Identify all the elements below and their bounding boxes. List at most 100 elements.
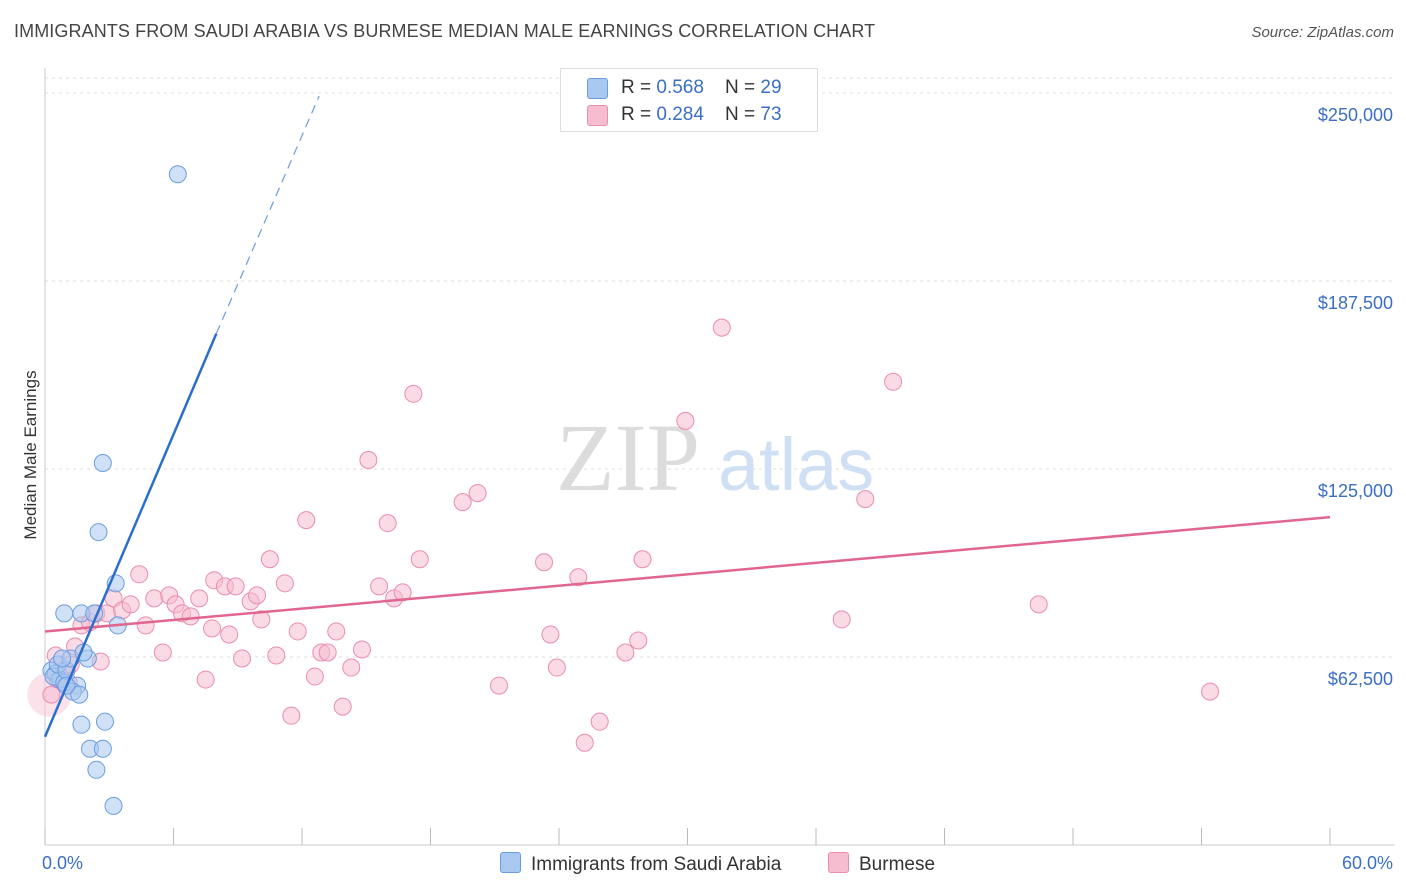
burmese-point <box>547 658 566 677</box>
r-label: R = <box>621 77 657 98</box>
burmese-point <box>136 616 155 635</box>
burmese-point <box>220 625 239 644</box>
burmese-point <box>333 697 352 716</box>
y-tick-label: $62,500 <box>1328 669 1393 689</box>
burmese-swatch <box>587 105 608 126</box>
burmese-point <box>453 493 472 512</box>
burmese-point <box>252 610 271 629</box>
saudi-arabia-point <box>70 685 89 704</box>
burmese-point <box>370 577 389 596</box>
burmese-point <box>233 649 252 668</box>
axes <box>44 68 1395 846</box>
burmese-point <box>226 577 245 596</box>
burmese-point <box>248 586 267 605</box>
burmese-point <box>42 685 61 704</box>
burmese-swatch <box>828 852 849 873</box>
burmese-point <box>181 607 200 626</box>
legend-label: Immigrants from Saudi Arabia <box>531 854 782 875</box>
burmese-point <box>153 643 172 662</box>
burmese-point <box>1029 595 1048 614</box>
y-tick-labels: $62,500 $125,000 $187,500 $250,000 <box>1318 105 1393 689</box>
x-tick-label-min: 0.0% <box>42 853 83 873</box>
saudi-arabia-trend-extension <box>215 95 320 334</box>
burmese-point <box>297 511 316 530</box>
source-label: Source: ZipAtlas.com <box>1251 24 1394 41</box>
saudi-arabia-point <box>72 715 91 734</box>
burmese-point <box>616 643 635 662</box>
burmese-point <box>267 646 286 665</box>
y-tick-label: $250,000 <box>1318 105 1393 125</box>
burmese-point <box>282 706 301 725</box>
burmese-point <box>190 589 209 608</box>
burmese-point <box>260 550 279 569</box>
burmese-point <box>490 676 509 695</box>
burmese-point <box>288 622 307 641</box>
n-value: 73 <box>760 104 782 125</box>
y-tick-label: $187,500 <box>1318 293 1393 313</box>
n-label: N = <box>725 104 761 125</box>
saudi-arabia-point <box>168 165 187 184</box>
burmese-point <box>203 619 222 638</box>
saudi-arabia-point <box>53 649 72 668</box>
saudi-arabia-swatch <box>587 78 608 99</box>
r-value: 0.568 <box>656 77 704 98</box>
legend-item-burmese[interactable]: Burmese <box>828 852 935 876</box>
burmese-point <box>359 450 378 469</box>
trend-lines <box>43 95 1331 738</box>
saudi-arabia-trend-line <box>43 333 218 738</box>
burmese-point <box>275 574 294 593</box>
burmese-point <box>327 622 346 641</box>
correlation-legend: R = 0.568 N = 29 R = 0.284 N = 73 <box>560 68 818 132</box>
burmese-point <box>342 658 361 677</box>
saudi-arabia-points <box>42 165 187 815</box>
burmese-point <box>130 565 149 584</box>
burmese-point <box>352 640 371 659</box>
r-value: 0.284 <box>656 104 704 125</box>
burmese-trend-line <box>44 515 1331 633</box>
saudi-arabia-point <box>55 604 74 623</box>
saudi-arabia-point <box>95 712 114 731</box>
burmese-point <box>535 553 554 572</box>
burmese-point <box>145 589 164 608</box>
burmese-point <box>712 318 731 337</box>
burmese-point <box>378 514 397 533</box>
n-value: 29 <box>760 77 782 98</box>
saudi-arabia-point <box>93 454 112 473</box>
watermark: ZIP atlas <box>556 404 874 511</box>
x-tick-label-max: 60.0% <box>1342 853 1393 873</box>
burmese-point <box>856 490 875 509</box>
burmese-point <box>629 631 648 650</box>
burmese-point <box>590 712 609 731</box>
saudi-arabia-swatch <box>500 852 521 873</box>
burmese-point <box>196 670 215 689</box>
burmese-point <box>318 643 337 662</box>
watermark-zip: ZIP <box>556 404 700 511</box>
legend-item-saudi-arabia[interactable]: Immigrants from Saudi Arabia <box>500 852 781 876</box>
burmese-point <box>541 625 560 644</box>
burmese-point <box>569 568 588 587</box>
burmese-point <box>1201 682 1220 701</box>
saudi-arabia-point <box>104 796 123 815</box>
burmese-point <box>410 550 429 569</box>
burmese-point <box>468 484 487 503</box>
burmese-point <box>121 595 140 614</box>
burmese-point <box>575 733 594 752</box>
legend-label: Burmese <box>859 854 936 875</box>
burmese-point <box>676 411 695 430</box>
burmese-point <box>633 550 652 569</box>
saudi-arabia-point <box>93 739 112 758</box>
burmese-point <box>305 667 324 686</box>
chart-title: IMMIGRANTS FROM SAUDI ARABIA VS BURMESE … <box>14 21 876 41</box>
y-tick-label: $125,000 <box>1318 481 1393 501</box>
y-axis-title: Median Male Earnings <box>21 370 40 539</box>
burmese-points <box>27 318 1220 752</box>
burmese-point <box>832 610 851 629</box>
r-label: R = <box>621 104 657 125</box>
x-tick-labels: 0.0% 60.0% <box>42 853 1393 873</box>
saudi-arabia-point <box>87 760 106 779</box>
n-label: N = <box>725 77 761 98</box>
burmese-point <box>884 372 903 391</box>
burmese-point <box>404 384 423 403</box>
saudi-arabia-point <box>89 523 108 542</box>
